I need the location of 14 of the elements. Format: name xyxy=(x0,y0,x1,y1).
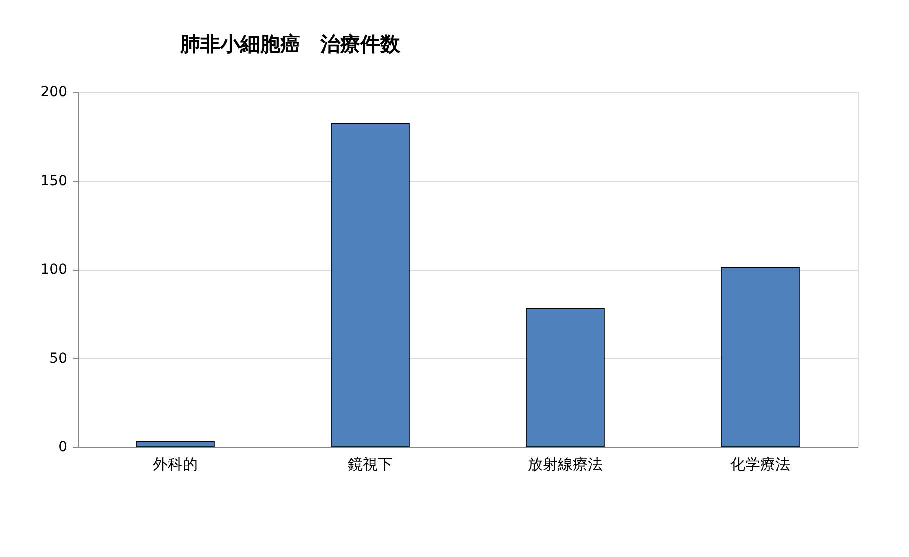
bar xyxy=(331,124,410,448)
chart-title: 肺非小細胞癌 治療件数 xyxy=(179,32,402,56)
y-tick-label: 100 xyxy=(40,262,68,278)
x-tick-label: 放射線療法 xyxy=(528,456,603,474)
y-tick-label: 50 xyxy=(50,350,68,367)
x-tick-label: 外科的 xyxy=(153,456,198,474)
y-tick-label: 150 xyxy=(40,173,68,190)
x-tick-label: 化学療法 xyxy=(730,456,790,474)
y-tick-label: 0 xyxy=(58,440,68,456)
bar xyxy=(721,267,800,448)
bar xyxy=(526,308,605,448)
y-tick-label: 200 xyxy=(40,84,68,100)
bar xyxy=(136,441,215,448)
x-tick-label: 鏡視下 xyxy=(348,456,393,474)
